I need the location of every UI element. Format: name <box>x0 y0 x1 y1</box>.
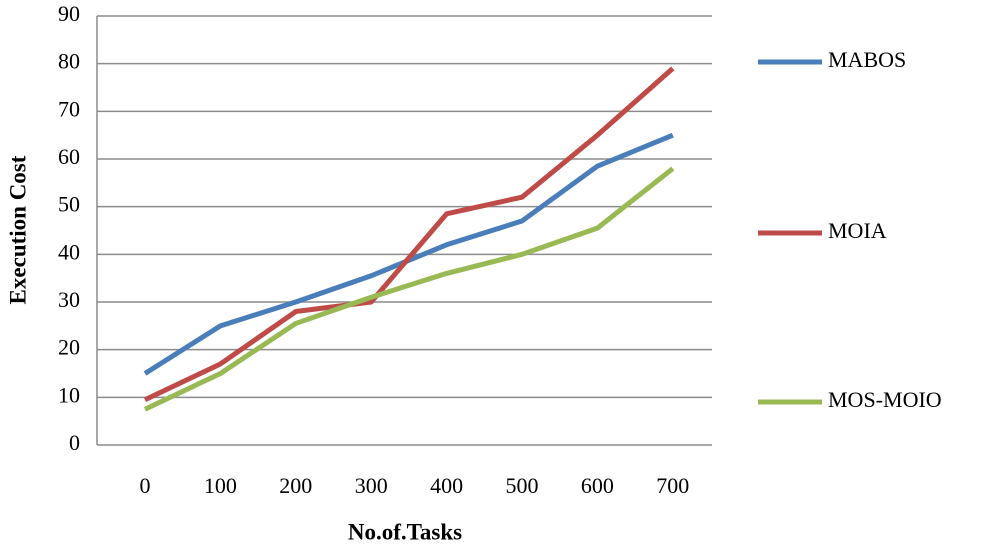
x-tick-label: 200 <box>279 473 312 498</box>
x-tick-label: 400 <box>430 473 463 498</box>
y-tick-label: 60 <box>58 144 80 169</box>
x-tick-label: 0 <box>140 473 151 498</box>
y-tick-label: 70 <box>58 96 80 121</box>
y-tick-label: 20 <box>58 335 80 360</box>
x-axis-title: No.of.Tasks <box>348 519 462 544</box>
y-tick-label: 30 <box>58 287 80 312</box>
y-tick-label: 40 <box>58 239 80 264</box>
y-tick-label: 80 <box>58 49 80 74</box>
x-tick-label: 100 <box>204 473 237 498</box>
legend-label: MOIA <box>828 218 887 243</box>
series-line <box>143 166 675 412</box>
series-line <box>143 66 675 402</box>
y-tick-label: 10 <box>58 382 80 407</box>
x-tick-label: 700 <box>656 473 689 498</box>
legend-label: MOS-MOIO <box>828 387 942 412</box>
legend-label: MABOS <box>828 47 906 72</box>
y-tick-label: 50 <box>58 192 80 217</box>
x-tick-label: 300 <box>355 473 388 498</box>
y-axis-title: Execution Cost <box>5 155 30 304</box>
x-tick-label: 500 <box>506 473 539 498</box>
y-tick-label: 0 <box>69 430 80 455</box>
x-tick-label: 600 <box>581 473 614 498</box>
y-tick-label: 90 <box>58 1 80 26</box>
